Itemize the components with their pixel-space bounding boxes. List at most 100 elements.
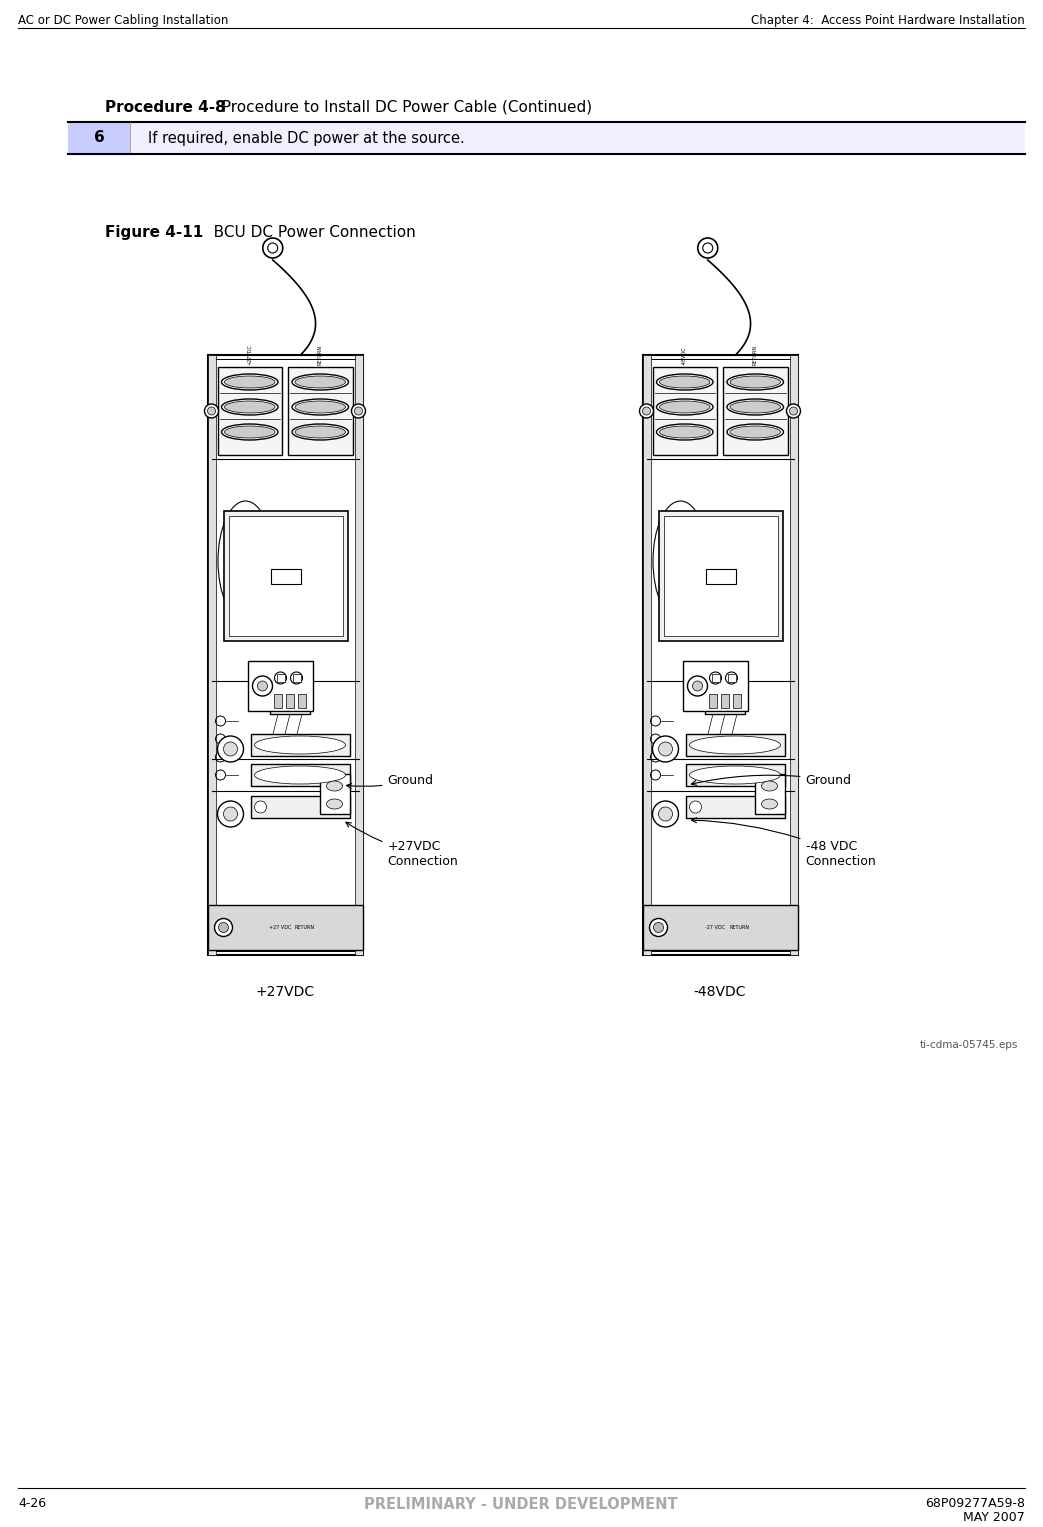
Bar xyxy=(642,906,798,950)
Text: BCU DC Power Connection: BCU DC Power Connection xyxy=(199,224,416,240)
Ellipse shape xyxy=(254,767,345,783)
Circle shape xyxy=(263,238,283,258)
Bar xyxy=(212,359,359,951)
Bar xyxy=(355,354,363,954)
Bar xyxy=(790,354,798,954)
Text: RETURN: RETURN xyxy=(730,925,750,930)
Ellipse shape xyxy=(689,802,702,812)
Ellipse shape xyxy=(326,799,342,809)
Bar xyxy=(208,354,363,954)
Text: RETURN: RETURN xyxy=(295,925,315,930)
Circle shape xyxy=(215,919,233,936)
Ellipse shape xyxy=(730,426,780,438)
Text: +27VDC: +27VDC xyxy=(247,344,252,365)
Ellipse shape xyxy=(254,736,345,754)
Bar xyxy=(270,568,300,583)
Circle shape xyxy=(650,919,668,936)
Bar xyxy=(208,906,363,950)
Bar xyxy=(705,568,735,583)
Ellipse shape xyxy=(689,767,780,783)
Circle shape xyxy=(218,802,243,828)
Circle shape xyxy=(658,742,673,756)
Ellipse shape xyxy=(689,736,780,754)
Circle shape xyxy=(653,802,679,828)
Text: RETURN: RETURN xyxy=(318,345,322,365)
Circle shape xyxy=(351,405,365,418)
Text: ti-cdma-05745.eps: ti-cdma-05745.eps xyxy=(920,1040,1018,1051)
Bar xyxy=(733,693,741,709)
Ellipse shape xyxy=(761,780,777,791)
Text: -48VDC: -48VDC xyxy=(694,985,746,999)
Text: +27 VDC: +27 VDC xyxy=(269,925,291,930)
Bar xyxy=(270,686,310,715)
Circle shape xyxy=(698,238,718,258)
Text: AC or DC Power Cabling Installation: AC or DC Power Cabling Installation xyxy=(18,14,228,27)
Ellipse shape xyxy=(292,399,348,415)
Text: Ground: Ground xyxy=(346,774,434,788)
Ellipse shape xyxy=(659,426,710,438)
Bar xyxy=(642,354,798,954)
Bar xyxy=(663,516,777,637)
Circle shape xyxy=(654,922,663,933)
Ellipse shape xyxy=(659,402,710,412)
Circle shape xyxy=(355,408,363,415)
Ellipse shape xyxy=(221,425,278,440)
Circle shape xyxy=(204,405,218,418)
Bar xyxy=(711,673,720,683)
Text: -48VDC: -48VDC xyxy=(682,347,687,365)
Circle shape xyxy=(642,408,651,415)
Text: Figure 4-11: Figure 4-11 xyxy=(105,224,203,240)
Bar xyxy=(685,764,784,786)
Ellipse shape xyxy=(727,399,783,415)
Circle shape xyxy=(218,736,243,762)
Circle shape xyxy=(208,408,216,415)
Bar xyxy=(298,693,306,709)
Bar xyxy=(709,693,717,709)
Bar xyxy=(208,354,216,954)
Bar xyxy=(288,366,353,455)
Circle shape xyxy=(703,243,712,253)
Text: RETURN: RETURN xyxy=(753,345,758,365)
Bar xyxy=(642,354,651,954)
Bar xyxy=(685,796,784,818)
Text: 6: 6 xyxy=(94,130,104,145)
Text: PRELIMINARY - UNDER DEVELOPMENT: PRELIMINARY - UNDER DEVELOPMENT xyxy=(364,1496,678,1512)
Ellipse shape xyxy=(221,374,278,389)
Ellipse shape xyxy=(221,399,278,415)
Ellipse shape xyxy=(292,425,348,440)
Circle shape xyxy=(790,408,798,415)
Bar xyxy=(653,366,717,455)
Ellipse shape xyxy=(326,780,342,791)
Bar xyxy=(728,673,735,683)
Bar xyxy=(286,693,294,709)
Ellipse shape xyxy=(656,425,713,440)
Circle shape xyxy=(639,405,654,418)
Bar xyxy=(218,366,282,455)
Ellipse shape xyxy=(727,374,783,389)
Text: Procedure to Install DC Power Cable (Continued): Procedure to Install DC Power Cable (Con… xyxy=(212,99,592,115)
Circle shape xyxy=(223,742,238,756)
Text: MAY 2007: MAY 2007 xyxy=(964,1512,1025,1524)
Text: -48 VDC
Connection: -48 VDC Connection xyxy=(692,818,876,867)
Circle shape xyxy=(223,806,238,822)
Text: +27VDC
Connection: +27VDC Connection xyxy=(346,822,458,867)
Ellipse shape xyxy=(295,426,345,438)
Circle shape xyxy=(709,672,722,684)
Bar xyxy=(292,673,300,683)
Text: 4-26: 4-26 xyxy=(18,1496,46,1510)
Bar xyxy=(68,122,130,154)
Circle shape xyxy=(218,922,228,933)
Ellipse shape xyxy=(659,376,710,388)
Ellipse shape xyxy=(656,374,713,389)
Ellipse shape xyxy=(292,374,348,389)
Ellipse shape xyxy=(224,376,275,388)
Circle shape xyxy=(252,676,272,696)
Ellipse shape xyxy=(730,402,780,412)
Text: If required, enable DC power at the source.: If required, enable DC power at the sour… xyxy=(148,130,465,145)
Bar xyxy=(319,774,349,814)
Circle shape xyxy=(291,672,302,684)
Bar xyxy=(228,516,342,637)
Circle shape xyxy=(693,681,703,692)
Text: -27 VDC: -27 VDC xyxy=(705,925,725,930)
Ellipse shape xyxy=(254,802,267,812)
